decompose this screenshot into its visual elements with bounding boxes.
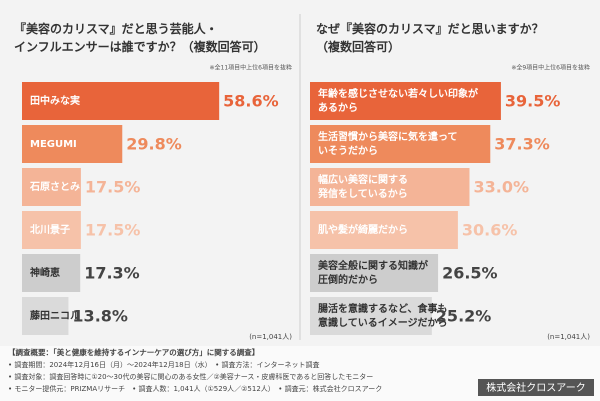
category-label: 北川景子 [30,223,70,236]
category-label: 肌や髪が綺麗だから [318,223,408,236]
bar [22,168,81,206]
bar [22,211,81,249]
chart-note: ※全9項目中上位6項目を抜粋 [511,64,590,72]
bar [310,168,470,206]
chart-title: なぜ『美容のカリスマ』だと思いますか？（複数回答可） [316,21,544,54]
category-label: 神崎恵 [30,266,60,279]
value-label: 17.3% [84,264,140,283]
bar [310,82,501,120]
value-label: 58.6% [223,92,279,111]
category-label: 幅広い美容に関する発信をしているから [317,173,408,200]
value-label: 13.8% [72,307,128,326]
value-label: 29.8% [126,135,182,154]
footer-line: • 調査期間：2024年12月16日（月）～2024年12月18日（水） • 調… [8,360,319,369]
value-label: 26.5% [442,264,498,283]
value-label: 37.3% [494,135,550,154]
sample-size: (n=1,041人) [249,333,292,341]
category-label: 藤田ニコル [30,309,80,322]
value-label: 17.5% [85,178,141,197]
value-label: 30.6% [462,221,518,240]
chart-title: 『美容のカリスマ』だと思う芸能人・インフルエンサーは誰ですか？（複数回答可） [14,21,266,54]
category-label: 腸活を意識するなど、食事も意識しているイメージだから [318,302,448,329]
footer-line: • モニター提供元：PRIZMAリサーチ • 調査人数：1,041人（①529人… [8,384,382,393]
value-label: 33.0% [474,178,530,197]
bar [22,297,69,335]
category-label: 美容全般に関する知識が圧倒的だから [318,259,429,286]
category-label: 生活習慣から美容に気を遣っていそうだから [318,130,458,157]
footer-line: • 調査対象：調査回答時に①20～30代の美容に関心のある女性／②美容ナース・皮… [8,372,373,381]
badge-box [478,379,594,396]
category-label: 田中みな実 [30,94,80,107]
bar [22,254,81,292]
category-label: 年齢を感じさせない若々しい印象があるから [318,87,479,114]
bar [310,211,458,249]
footer-line: 【調査概要：「美と健康を維持するインナーケアの選び方」に関する調査】 [8,347,259,357]
sample-size: (n=1,041人) [547,333,590,341]
value-label: 25.2% [436,307,492,326]
chart-note: ※全11項目中上位6項目を抜粋 [210,64,292,72]
bar [310,125,491,163]
value-label: 39.5% [505,92,561,111]
bar [310,297,432,335]
badge: 株式会社クロスアーク [486,381,585,394]
category-label: MEGUMI [30,139,77,150]
bar [22,125,123,163]
bar [310,254,439,292]
category-label: 石原さとみ [29,181,80,193]
value-label: 17.5% [85,221,141,240]
bar [22,82,220,120]
